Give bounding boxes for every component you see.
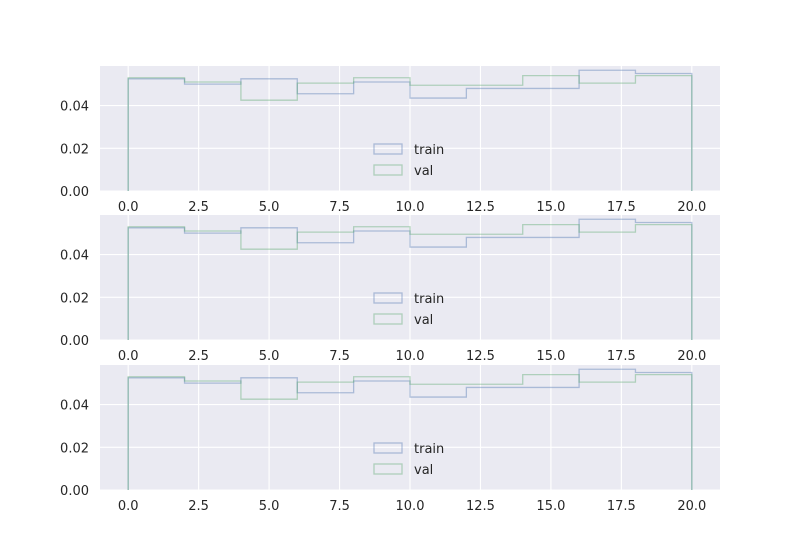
legend-label-val: val [414,164,433,179]
subplot-2: 0.0 2.5 5.0 7.5 10.0 12.5 15.0 17.5 20.0 0.00 0.02… [60,215,720,364]
legend-swatch-train [373,143,403,155]
x-tick-label: 10.0 [396,349,425,364]
x-tick-label: 2.5 [188,200,209,215]
legend: train val [373,292,444,328]
legend-swatch-train [373,442,403,454]
y-tick-label: 0.04 [60,100,89,115]
x-tick-label: 12.5 [466,499,495,514]
x-tick-label: 0.0 [118,349,139,364]
x-tick-label: 5.0 [259,499,280,514]
histogram-train [127,69,693,191]
legend-swatch-train [373,292,403,304]
x-tick-label: 12.5 [466,349,495,364]
legend: train val [373,442,444,478]
y-tick-label: 0.04 [60,249,89,264]
x-tick-label: 15.0 [536,349,565,364]
x-tick-label: 10.0 [396,499,425,514]
y-tick-label: 0.00 [60,334,89,349]
legend-swatch-val [373,463,403,475]
legend-swatch-val [373,313,403,325]
x-tick-label: 12.5 [466,200,495,215]
y-tick-label: 0.04 [60,399,89,414]
x-tick-label: 2.5 [188,349,209,364]
x-tick-label: 20.0 [677,349,706,364]
x-tick-label: 2.5 [188,499,209,514]
subplot-1: 0.0 2.5 5.0 7.5 10.0 12.5 15.0 17.5 20.0 0.00 0.02… [60,66,720,215]
y-tick-label: 0.00 [60,185,89,200]
legend-label-val: val [414,313,433,328]
x-tick-label: 15.0 [536,499,565,514]
y-tick-label: 0.02 [60,291,89,306]
x-tick-label: 7.5 [329,499,350,514]
legend-swatch-val [373,164,403,176]
x-tick-label: 7.5 [329,200,350,215]
y-tick-label: 0.02 [60,142,89,157]
x-tick-label: 17.5 [607,200,636,215]
x-tick-label: 20.0 [677,499,706,514]
x-tick-label: 17.5 [607,499,636,514]
histogram-train [127,368,693,490]
y-tick-label: 0.00 [60,484,89,499]
x-tick-label: 7.5 [329,349,350,364]
x-tick-label: 0.0 [118,499,139,514]
x-tick-label: 5.0 [259,200,280,215]
legend-label-train: train [414,143,444,158]
histogram-val [127,74,693,191]
histogram-train [127,218,693,340]
legend-label-val: val [414,463,433,478]
legend-label-train: train [414,442,444,457]
x-tick-label: 20.0 [677,200,706,215]
histogram-val [127,223,693,340]
x-tick-label: 5.0 [259,349,280,364]
x-tick-label: 0.0 [118,200,139,215]
x-tick-label: 17.5 [607,349,636,364]
y-tick-label: 0.02 [60,441,89,456]
histogram-val [127,373,693,490]
subplot-3: 0.0 2.5 5.0 7.5 10.0 12.5 15.0 17.5 20.0 0.00 0.02… [60,365,720,514]
legend: train val [373,143,444,179]
x-tick-label: 15.0 [536,200,565,215]
legend-label-train: train [414,292,444,307]
x-tick-label: 10.0 [396,200,425,215]
